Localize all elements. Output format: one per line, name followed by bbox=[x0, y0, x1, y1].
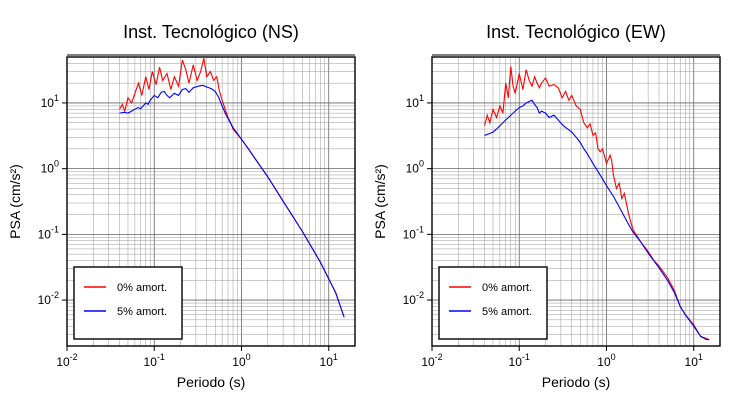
chart-title: Inst. Tecnológico (EW) bbox=[486, 22, 666, 42]
series-line bbox=[119, 84, 345, 318]
legend-label: 5% amort. bbox=[482, 306, 532, 318]
y-tick-label: 100 bbox=[406, 159, 424, 176]
x-tick-label: 10-2 bbox=[421, 352, 442, 369]
x-tick-label: 10-1 bbox=[509, 352, 530, 369]
chart-panel-2: 10-2 10-1 100 101 10-2 10-1 100 101 Inst. Tecnol… bbox=[372, 22, 721, 390]
y-tick-label: 10-1 bbox=[38, 224, 59, 241]
legend-box bbox=[438, 266, 548, 340]
y-tick-label: 100 bbox=[41, 159, 59, 176]
legend-label: 5% amort. bbox=[117, 306, 167, 318]
legend: 0% amort. 5% amort. bbox=[438, 266, 548, 340]
y-axis-label: PSA (cm/s²) bbox=[7, 164, 23, 239]
y-tick-label: 10-2 bbox=[38, 290, 59, 307]
x-tick-label: 101 bbox=[685, 352, 703, 369]
legend-label: 0% amort. bbox=[482, 282, 532, 294]
chart-panel-1: 10-2 10-1 100 101 10-2 10-1 100 101 Inst. Tecnol… bbox=[7, 22, 356, 390]
x-axis-label: Periodo (s) bbox=[177, 374, 245, 390]
x-tick-label: 101 bbox=[320, 352, 338, 369]
y-tick-label: 10-1 bbox=[403, 224, 424, 241]
legend: 0% amort. 5% amort. bbox=[73, 266, 183, 340]
y-tick-label: 10-2 bbox=[403, 290, 424, 307]
legend-label: 0% amort. bbox=[117, 282, 167, 294]
x-tick-label: 100 bbox=[232, 352, 250, 369]
series-line bbox=[484, 99, 710, 341]
grid bbox=[66, 56, 356, 347]
x-tick-label: 10-2 bbox=[56, 352, 77, 369]
series-line bbox=[483, 66, 710, 341]
plot-frame bbox=[66, 56, 356, 347]
x-tick-label: 10-1 bbox=[144, 352, 165, 369]
plot-frame bbox=[431, 56, 721, 347]
legend-box bbox=[73, 266, 183, 340]
y-tick-label: 101 bbox=[406, 93, 424, 110]
y-axis-label: PSA (cm/s²) bbox=[372, 164, 388, 239]
chart-title: Inst. Tecnológico (NS) bbox=[123, 22, 299, 42]
x-axis-label: Periodo (s) bbox=[542, 374, 610, 390]
x-tick-label: 100 bbox=[597, 352, 615, 369]
y-tick-label: 101 bbox=[41, 93, 59, 110]
